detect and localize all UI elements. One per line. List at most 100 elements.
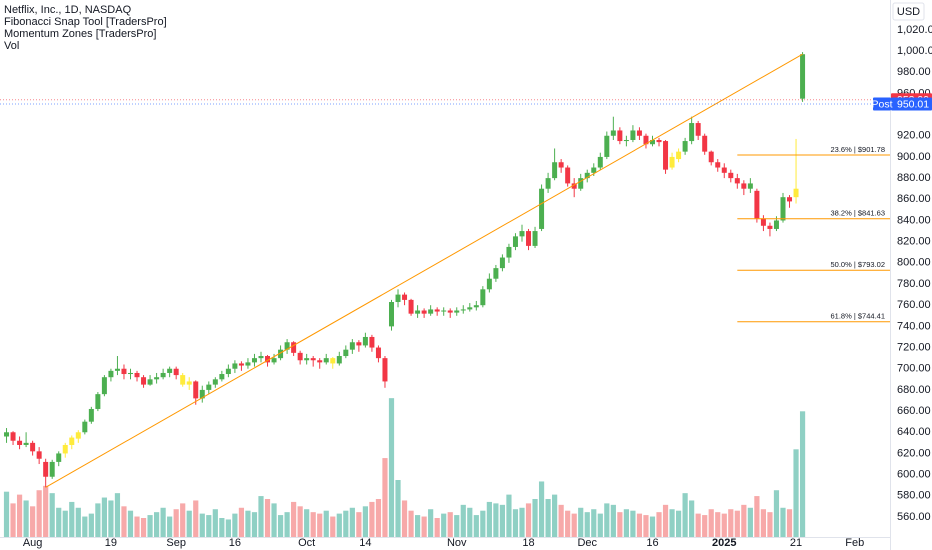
candle-body [728,172,734,179]
y-tick-label: 900.00 [897,151,931,163]
volume-bar [251,512,258,537]
candle-body [147,379,153,385]
volume-bar [441,513,447,537]
candle-body [402,294,408,300]
candle-body [604,135,610,157]
volume-bar [401,500,408,537]
volume-bar [82,516,88,537]
candle-body [571,183,577,189]
candle-body [689,123,695,142]
volume-bar [630,510,636,537]
volume-bar [480,510,486,537]
candle-body [741,183,747,189]
plot-area: 23.6% | $901.78 38.2% | $841.63 50.0% | $7… [0,52,890,537]
volume-bar [56,507,62,537]
volume-bar [545,499,551,537]
candle-body [271,358,277,363]
candle-body [362,336,368,346]
candle-body [193,381,199,399]
candle-body [30,442,36,452]
volume-bar [447,512,453,537]
volume-bar [153,512,160,537]
candle-body [793,188,799,198]
volume-bar [173,509,179,537]
volume-bar [140,518,147,537]
fib-label: 50.0% | $793.02 [831,260,886,269]
currency-box[interactable] [892,2,925,21]
candle-body [617,130,623,142]
x-tick-label: Sep [166,537,186,549]
volume-bar [741,504,747,537]
volume-bar [597,513,603,537]
candle-body [69,437,75,445]
candle-body [428,309,434,314]
candle-body [114,368,120,371]
volume-bar [375,499,382,537]
x-tick-label: 14 [359,537,371,549]
volume-bar [121,506,127,537]
candle-body [421,310,427,314]
y-tick-label: 860.00 [897,193,931,205]
candle-body [545,178,551,189]
volume-bar [525,503,532,537]
volume-bar [728,509,734,537]
volume-bar [3,491,10,537]
candle-body [49,461,55,477]
candle-body [101,377,107,395]
candle-body [695,123,701,136]
candle-body [773,220,779,229]
candle-body [682,141,688,152]
candle-body [565,167,571,184]
candle-body [388,302,394,327]
volume-bar [499,504,506,537]
candle-body [56,453,62,462]
volume-bar [682,493,688,537]
candle-body [349,342,355,350]
y-tick-label: 980.00 [897,66,931,78]
x-tick-label: Feb [845,537,864,549]
volume-bar [460,504,466,537]
volume-bar [467,507,473,537]
candle-body [108,370,114,378]
candle-body [578,178,584,189]
price-axis [890,0,932,550]
indicator-label: Momentum Zones [TradersPro] [4,28,156,40]
candle-body [454,310,460,313]
fib-label: 38.2% | $841.63 [831,209,886,218]
volume-bar [408,510,414,537]
x-tick-label: 19 [105,537,117,549]
y-tick-label: 700.00 [897,363,931,375]
y-tick-label: 880.00 [897,172,931,184]
candle-body [636,130,642,136]
volume-bar [336,513,342,537]
volume-bar [793,449,799,537]
volume-bar [271,503,277,537]
volume-bar [95,503,101,537]
volume-bar [512,509,519,537]
candle-body [167,368,173,373]
volume-bar [434,518,440,537]
volume-bar [662,504,669,537]
volume-bar [167,516,173,537]
candle-body [467,307,473,310]
price-tag-label: 950.01 [897,98,929,110]
candle-body [747,183,753,189]
candle-body [375,347,381,359]
candle-body [291,342,297,353]
y-tick-label: 740.00 [897,320,931,332]
volume-bar [773,490,780,537]
volume-bar [186,510,192,537]
candle-body [610,130,616,136]
candle-body [323,358,329,363]
volume-bar [702,515,708,537]
volume-bar [754,496,760,537]
volume-bar [304,509,310,537]
volume-bar [36,490,42,537]
candle-body [754,190,760,219]
volume-bar [767,512,773,537]
volume-bar [310,512,316,537]
candle-body [715,162,721,168]
volume-bar [604,503,610,537]
volume-bar [643,515,649,537]
